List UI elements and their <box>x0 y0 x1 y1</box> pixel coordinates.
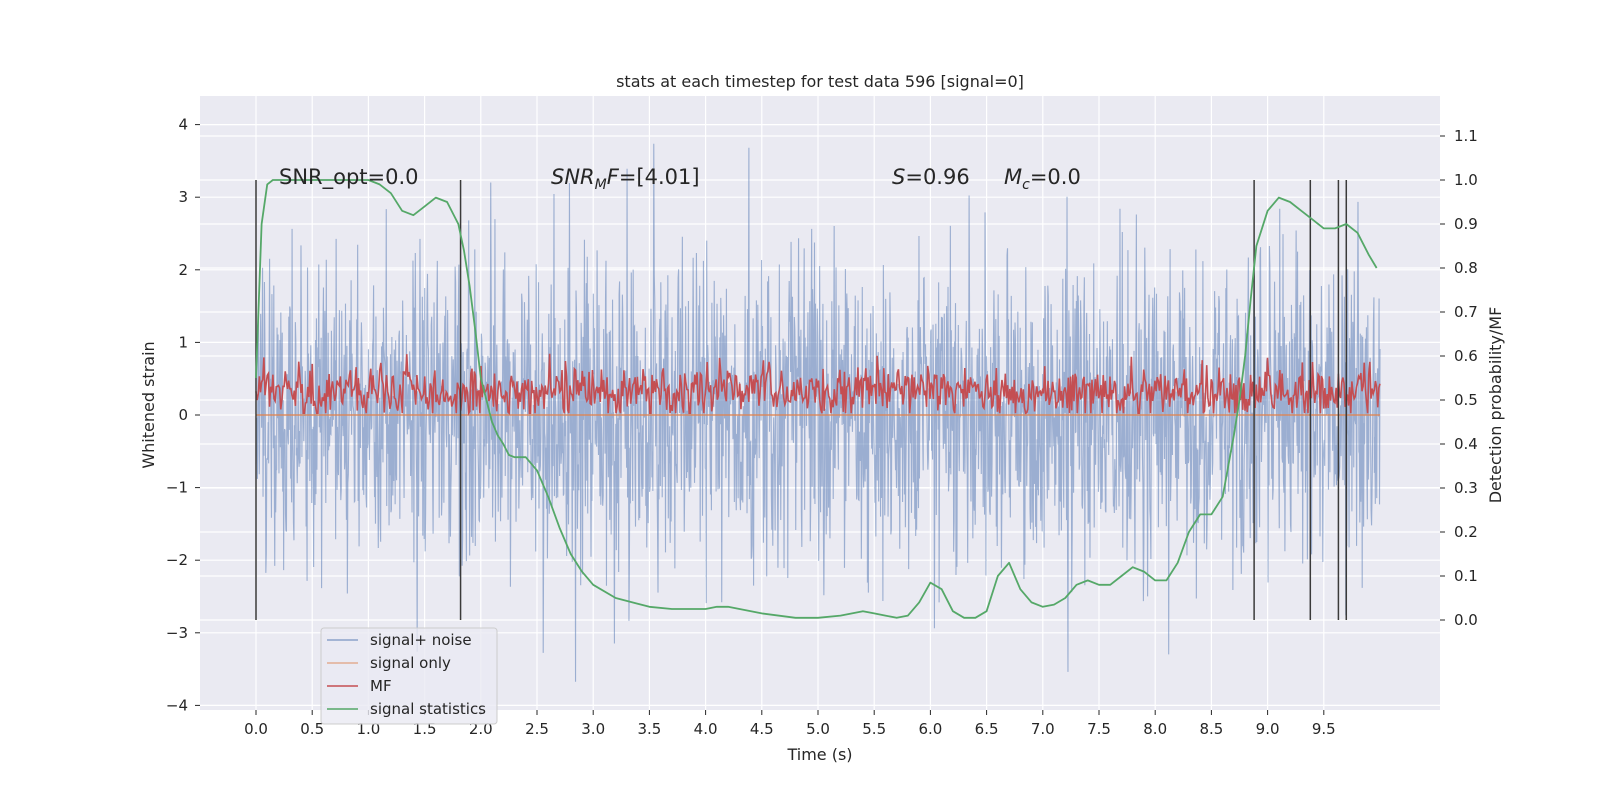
y2-tick-label: 0.3 <box>1454 479 1478 497</box>
series-signal-noise <box>255 143 1381 682</box>
y2-tick-label: 1.1 <box>1454 127 1478 145</box>
x-tick-label: 3.5 <box>637 720 661 738</box>
x-tick-label: 0.5 <box>300 720 324 738</box>
y-tick-label: 2 <box>178 261 188 279</box>
vertical-markers <box>255 180 1348 620</box>
y2-tick-label: 0.2 <box>1454 523 1478 541</box>
y-tick-label: −4 <box>166 696 188 714</box>
x-tick-label: 7.5 <box>1087 720 1111 738</box>
y2-tick-label: 1.0 <box>1454 171 1478 189</box>
y2-tick-label: 0.5 <box>1454 391 1478 409</box>
x-tick-label: 7.0 <box>1031 720 1055 738</box>
x-tick-label: 6.0 <box>918 720 942 738</box>
y2-tick-label: 0.6 <box>1454 347 1478 365</box>
legend-label-signal-only: signal only <box>370 654 451 672</box>
y-tick-label: −1 <box>166 479 188 497</box>
y-tick-label: 4 <box>178 116 188 134</box>
y2-tick-labels: 0.0 0.1 0.2 0.3 0.4 0.5 0.6 0.7 0.8 0.9 1.0 1.1 <box>1440 127 1478 629</box>
x-tick-label: 4.5 <box>750 720 774 738</box>
x-tick-label: 5.0 <box>806 720 830 738</box>
x-tick-label: 9.0 <box>1256 720 1280 738</box>
y2-axis-label: Detection probability/MF <box>1486 307 1505 504</box>
annotation-s: S=0.96 <box>892 165 970 189</box>
series-signal-statistics <box>255 179 1378 619</box>
x-tick-labels: 0.0 0.5 1.0 1.5 2.0 2.5 3.0 3.5 4.0 4.5 5.0 5.5 6.0 6… <box>244 710 1336 738</box>
legend-box <box>320 627 498 725</box>
y2-tick-label: 0.8 <box>1454 259 1478 277</box>
y-tick-label: 1 <box>178 333 188 351</box>
legend-label-mf: MF <box>370 677 392 695</box>
annotation-snr-mf: SNRMF=[4.01] <box>551 165 700 193</box>
x-tick-label: 6.5 <box>975 720 999 738</box>
x-tick-label: 4.0 <box>694 720 718 738</box>
legend-label-signal-statistics: signal statistics <box>370 700 486 718</box>
x-tick-label: 3.0 <box>581 720 605 738</box>
y-tick-label: 3 <box>178 188 188 206</box>
signal-noise-line <box>255 143 1381 682</box>
y2-tick-label: 0.1 <box>1454 567 1478 585</box>
legend: signal+ noise signal only MF signal stat… <box>320 627 498 725</box>
y2-tick-label: 0.9 <box>1454 215 1478 233</box>
chart-title: stats at each timestep for test data 596… <box>616 72 1024 91</box>
legend-label-signal-noise: signal+ noise <box>370 631 472 649</box>
y-tick-labels: 4 3 2 1 0 −1 −2 −3 −4 <box>166 116 200 714</box>
x-tick-label: 5.5 <box>862 720 886 738</box>
signal-statistics-line <box>255 179 1378 619</box>
mf-line <box>255 353 1381 416</box>
series-mf <box>255 353 1381 416</box>
x-tick-label: 0.0 <box>244 720 268 738</box>
x-tick-label: 8.0 <box>1143 720 1167 738</box>
y2-tick-label: 0.7 <box>1454 303 1478 321</box>
y-tick-label: −3 <box>166 624 188 642</box>
x-axis-label: Time (s) <box>786 745 852 764</box>
y-tick-label: 0 <box>178 406 188 424</box>
y2-tick-label: 0.4 <box>1454 435 1478 453</box>
x-tick-label: 8.5 <box>1199 720 1223 738</box>
y-tick-label: −2 <box>166 551 188 569</box>
y2-tick-label: 0.0 <box>1454 611 1478 629</box>
y-axis-label: Whitened strain <box>139 341 158 468</box>
annotation-snr-opt: SNR_opt=0.0 <box>279 165 419 190</box>
annotation-mc: Mc=0.0 <box>1004 165 1081 193</box>
x-tick-label: 9.5 <box>1312 720 1336 738</box>
x-tick-label: 2.5 <box>525 720 549 738</box>
